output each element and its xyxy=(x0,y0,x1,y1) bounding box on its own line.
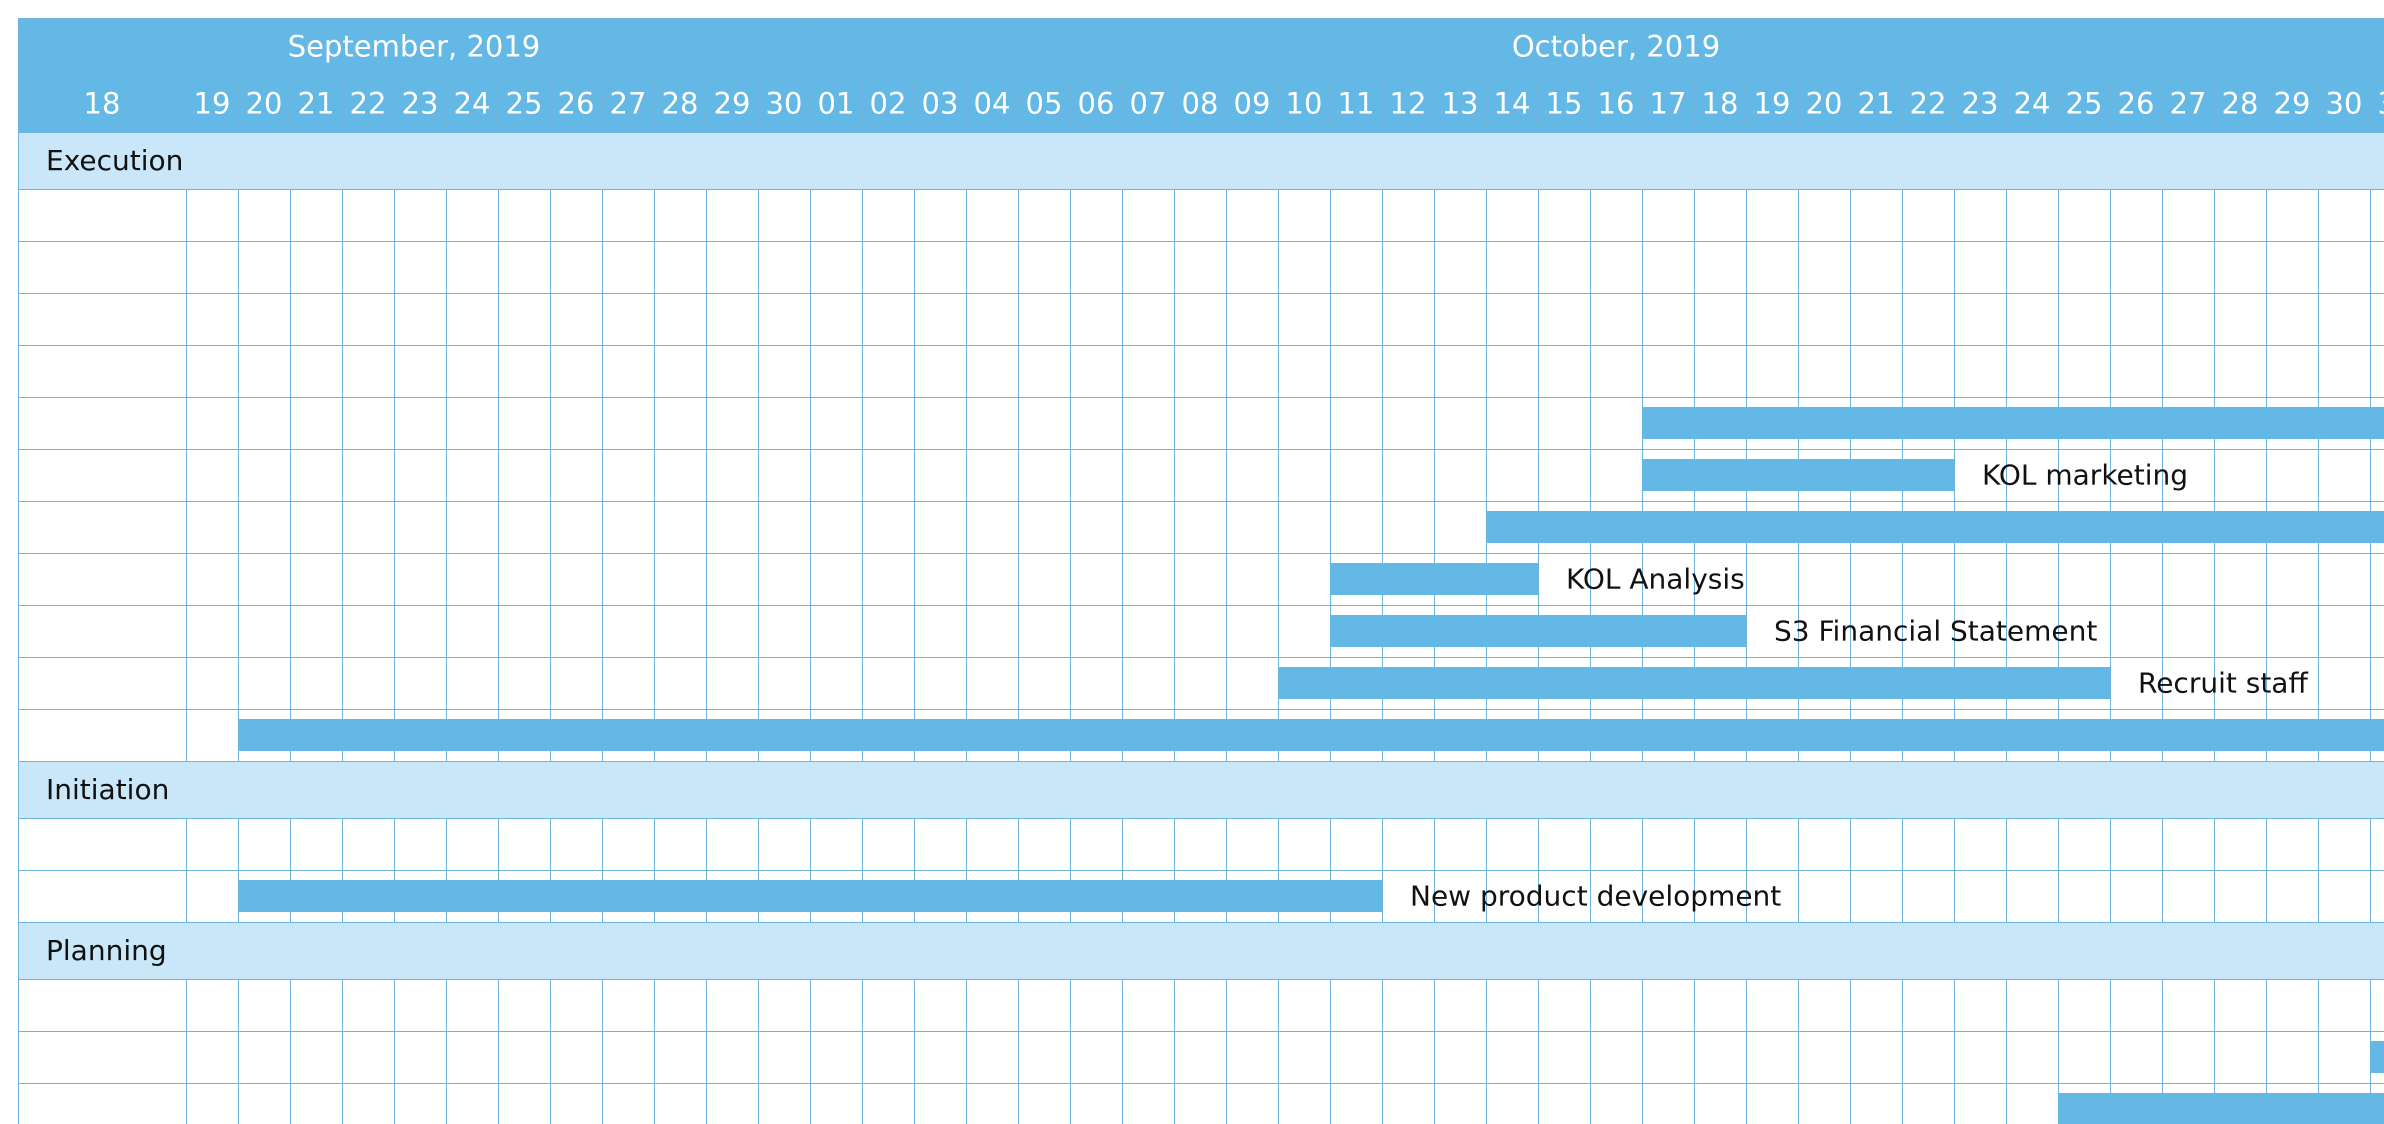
day-label: 26 xyxy=(2118,87,2155,121)
task-label-s3-financial-statement: S3 Financial Statement xyxy=(1774,615,2097,648)
task-bar-s3-financial-statement[interactable] xyxy=(1330,615,1746,647)
day-label: 20 xyxy=(246,87,283,121)
day-label: 31 xyxy=(2378,87,2384,121)
day-label: 01 xyxy=(818,87,855,121)
day-label: 26 xyxy=(558,87,595,121)
day-label: 09 xyxy=(1234,87,1271,121)
day-label: 22 xyxy=(1910,87,1947,121)
day-label: 06 xyxy=(1078,87,1115,121)
day-label: 22 xyxy=(350,87,387,121)
task-bar-row-0-6[interactable] xyxy=(1486,511,2384,543)
day-label: 30 xyxy=(2326,87,2363,121)
day-label: 20 xyxy=(1806,87,1843,121)
day-label: 15 xyxy=(1546,87,1583,121)
day-label: 02 xyxy=(870,87,907,121)
day-label: 19 xyxy=(194,87,231,121)
day-label: 27 xyxy=(2170,87,2207,121)
task-bar-row-0-4[interactable] xyxy=(1642,407,2384,439)
day-label: 05 xyxy=(1026,87,1063,121)
day-label: 28 xyxy=(2222,87,2259,121)
day-label: 11 xyxy=(1338,87,1375,121)
day-label: 21 xyxy=(1858,87,1895,121)
day-label: 28 xyxy=(662,87,699,121)
month-label: September, 2019 xyxy=(288,30,541,64)
day-label: 04 xyxy=(974,87,1011,121)
task-bar-new-product-development[interactable] xyxy=(238,880,1382,912)
month-label: October, 2019 xyxy=(1512,30,1720,64)
day-label: 14 xyxy=(1494,87,1531,121)
day-label: 29 xyxy=(2274,87,2311,121)
section-band xyxy=(18,761,2384,818)
section-band xyxy=(18,132,2384,189)
day-label: 19 xyxy=(1754,87,1791,121)
day-label: 18 xyxy=(1702,87,1739,121)
day-label: 23 xyxy=(402,87,439,121)
task-bar-row-2-1[interactable] xyxy=(2370,1041,2384,1073)
day-label: 23 xyxy=(1962,87,1999,121)
day-label: 21 xyxy=(298,87,335,121)
day-label: 18 xyxy=(84,87,121,121)
day-label: 13 xyxy=(1442,87,1479,121)
day-label: 25 xyxy=(506,87,543,121)
day-label: 07 xyxy=(1130,87,1167,121)
section-band xyxy=(18,922,2384,979)
day-label: 29 xyxy=(714,87,751,121)
day-label: 10 xyxy=(1286,87,1323,121)
day-label: 24 xyxy=(2014,87,2051,121)
day-label: 24 xyxy=(454,87,491,121)
day-label: 30 xyxy=(766,87,803,121)
task-label-kol-marketing: KOL marketing xyxy=(1982,459,2188,492)
day-label: 16 xyxy=(1598,87,1635,121)
day-label: 25 xyxy=(2066,87,2103,121)
section-title-initiation: Initiation xyxy=(46,773,169,806)
day-label: 08 xyxy=(1182,87,1219,121)
day-label: 17 xyxy=(1650,87,1687,121)
day-label: 12 xyxy=(1390,87,1427,121)
day-label: 03 xyxy=(922,87,959,121)
task-bar-row-2-2[interactable] xyxy=(2058,1093,2384,1124)
task-bar-kol-analysis[interactable] xyxy=(1330,563,1538,595)
task-bar-row-0-10[interactable] xyxy=(238,719,2384,751)
task-label-recruit-staff: Recruit staff xyxy=(2138,667,2308,700)
task-label-kol-analysis: KOL Analysis xyxy=(1566,563,1745,596)
day-label: 27 xyxy=(610,87,647,121)
section-title-execution: Execution xyxy=(46,144,183,177)
task-bar-recruit-staff[interactable] xyxy=(1278,667,2110,699)
task-bar-kol-marketing[interactable] xyxy=(1642,459,1954,491)
task-label-new-product-development: New product development xyxy=(1410,880,1781,913)
section-title-planning: Planning xyxy=(46,934,167,967)
